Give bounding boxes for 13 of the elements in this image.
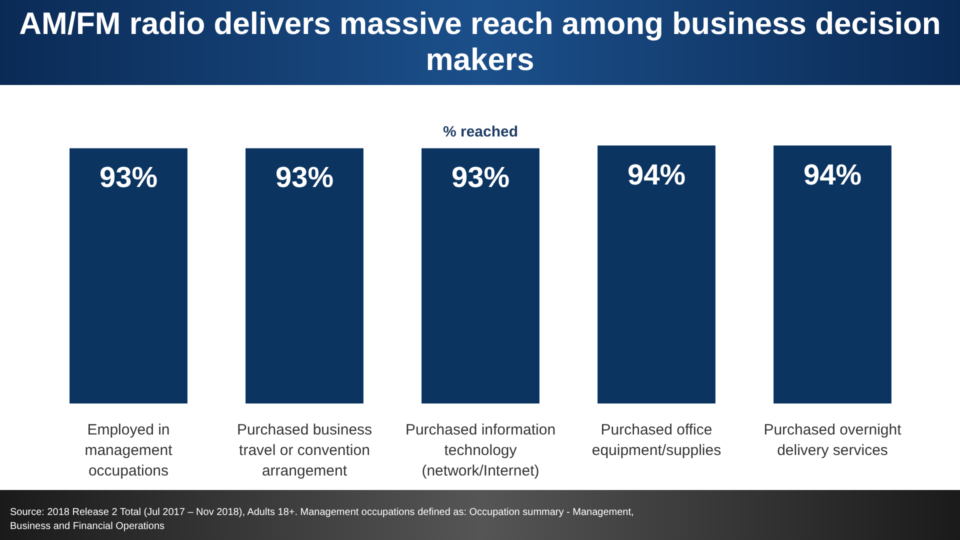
data-label: 94% (627, 160, 686, 192)
data-label: 93% (99, 162, 158, 194)
x-tick-label: Employed in management occupations (84, 422, 174, 480)
x-tick-label: Purchased business travel or convention arrangement (236, 422, 372, 480)
data-label: 93% (275, 162, 334, 194)
x-tick-label: Purchased information technology (network/Internet) (405, 422, 556, 480)
x-tick-label: Purchased overnight delivery services (764, 422, 902, 459)
x-tick-label: Purchased office equipment/supplies (592, 422, 722, 459)
data-label: 93% (451, 162, 510, 194)
data-label: 94% (803, 160, 862, 192)
chart-subtitle: % reached (442, 124, 518, 140)
source-note: Source: 2018 Release 2 Total (Jul 2017 – Nov 2018), Adults 18+. Management occupations defined as: Occupation summary - Management, Business and Financial Operations (0, 490, 960, 540)
chart-title: AM/FM radio delivers massive reach among business decision makers (0, 0, 960, 85)
